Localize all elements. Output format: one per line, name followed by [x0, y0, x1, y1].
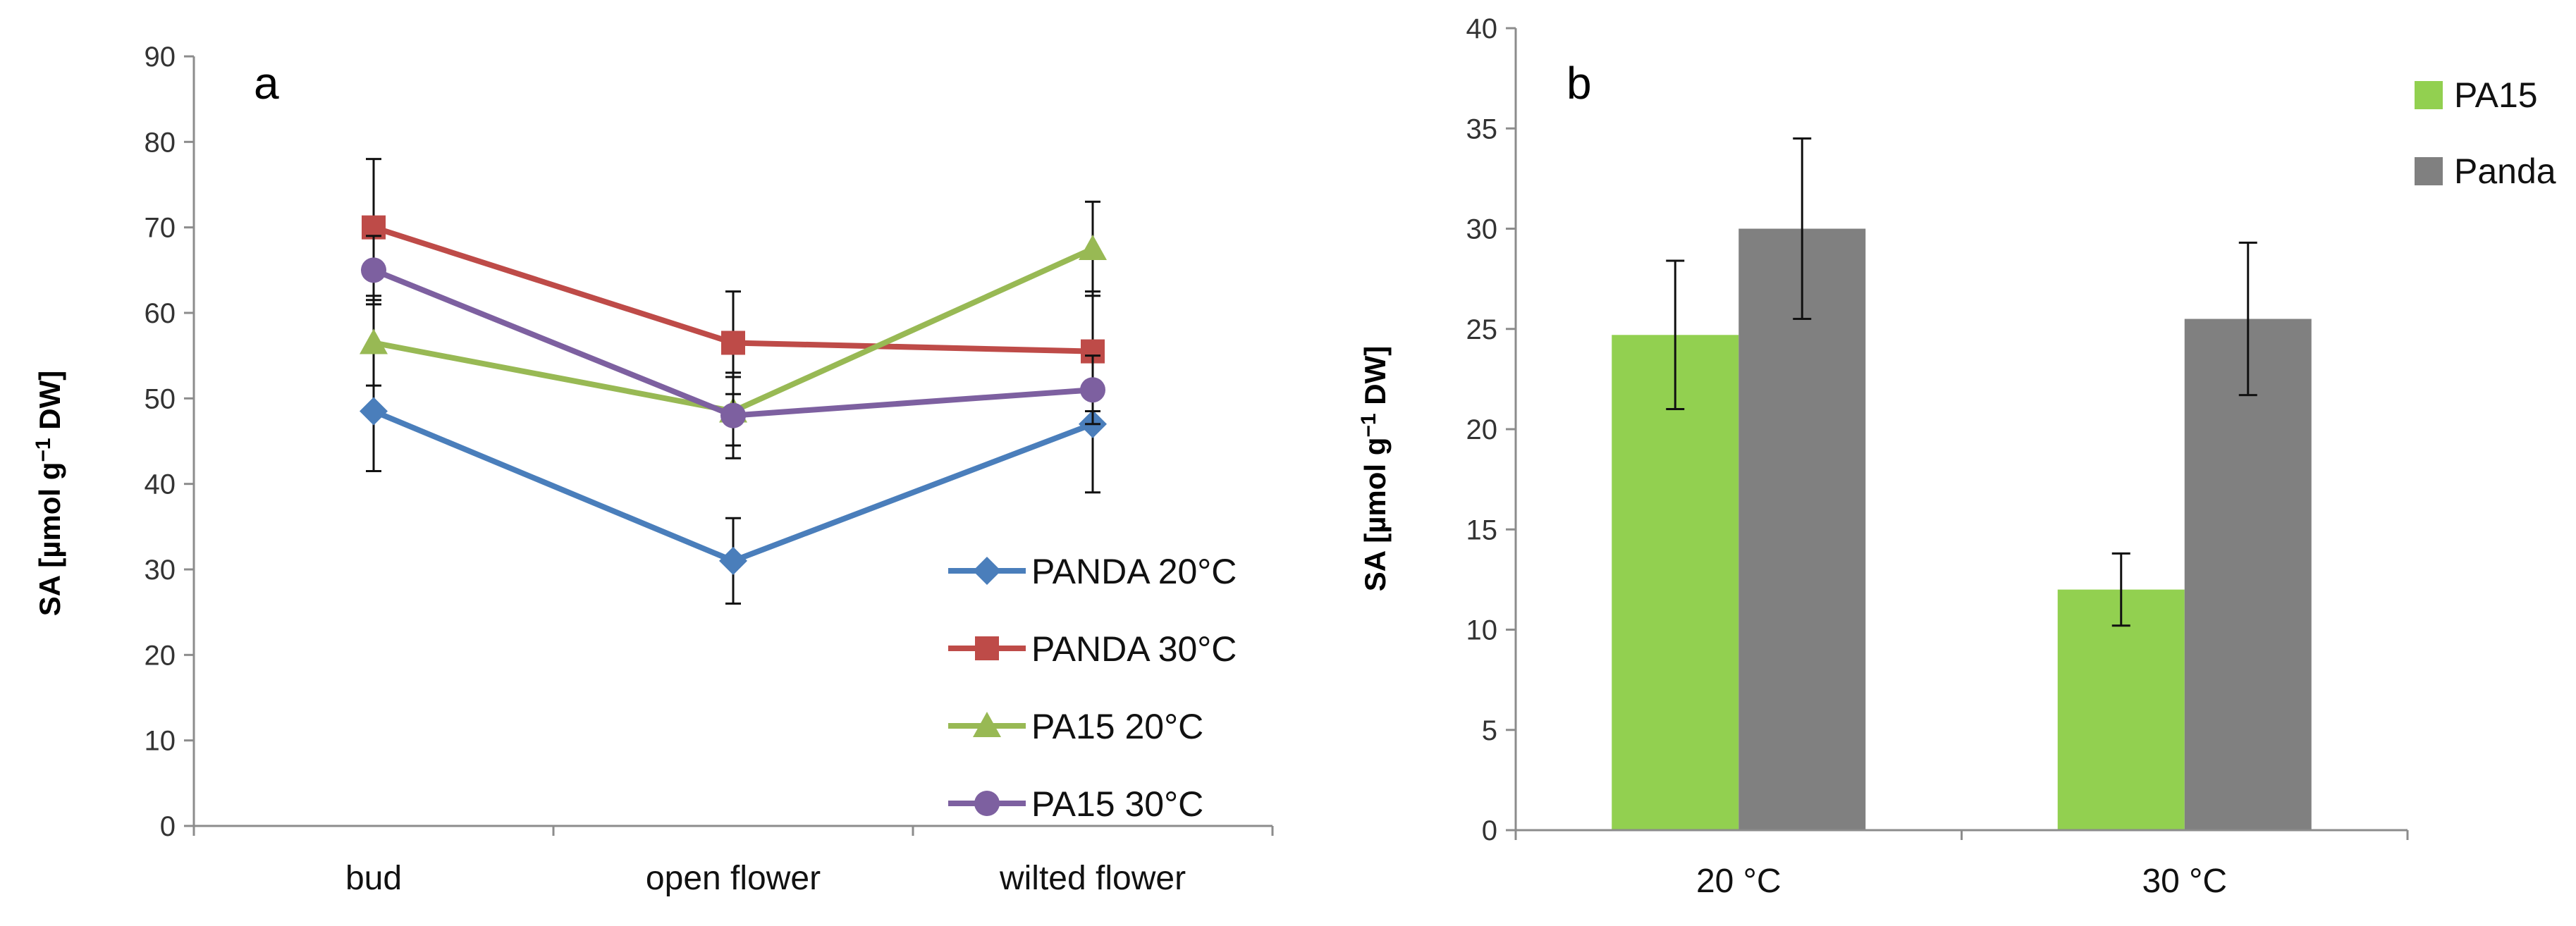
data-point [1079, 235, 1107, 260]
panel-a-label: a [254, 58, 279, 109]
y-tick-label: 0 [160, 811, 176, 842]
legend-item: Panda [2415, 152, 2556, 191]
legend-marker [973, 557, 1001, 585]
x-category-label: bud [345, 860, 402, 897]
legend-item: PANDA 20°C [948, 552, 1237, 591]
legend-marker [975, 636, 999, 660]
y-tick-label: 20 [1466, 414, 1498, 445]
panel-a-legend: PANDA 20°C PANDA 30°C PA15 20°C PA15 30°C [948, 552, 1237, 824]
data-point [720, 402, 746, 428]
x-category-label: wilted flower [999, 860, 1186, 897]
legend-item: PA15 30°C [948, 784, 1203, 824]
bar-panda [1738, 228, 1866, 830]
y-tick-label: 80 [145, 127, 176, 158]
legend-marker [974, 791, 1000, 816]
data-point [721, 331, 745, 355]
legend-label: Panda [2454, 152, 2556, 191]
data-point [1080, 377, 1105, 403]
y-tick-label: 90 [145, 42, 176, 73]
legend-item: PANDA 30°C [948, 629, 1237, 669]
legend-label: PA15 20°C [1031, 707, 1203, 746]
legend-item: PA15 [2415, 75, 2538, 115]
legend-label: PA15 [2454, 75, 2538, 115]
legend-marker [973, 712, 1001, 737]
panel-a-series [360, 158, 1107, 605]
y-tick-label: 10 [145, 726, 176, 757]
x-category-label: 30 °C [2142, 863, 2227, 900]
y-tick-label: 10 [1466, 615, 1498, 646]
bar-pa15 [1612, 335, 1739, 830]
panel-b-x-axis: 20 °C 30 °C [1514, 829, 2409, 900]
legend-item: PA15 20°C [948, 707, 1203, 746]
legend-label: PANDA 20°C [1031, 552, 1237, 591]
panel-b-label: b [1566, 58, 1592, 109]
y-tick-label: 50 [145, 383, 176, 414]
legend-label: PA15 30°C [1031, 784, 1203, 824]
series-pa15-30-c [361, 235, 1105, 459]
data-point [360, 397, 388, 426]
y-tick-label: 40 [145, 469, 176, 500]
y-tick-label: 35 [1466, 113, 1498, 144]
x-category-label: 20 °C [1696, 863, 1781, 900]
y-tick-label: 40 [1466, 13, 1498, 44]
panel-b-legend: PA15 Panda [2415, 75, 2556, 191]
data-point [360, 328, 388, 354]
panel-a-y-ticks: 0 10 20 30 40 50 60 70 80 90 [145, 42, 195, 842]
y-tick-label: 70 [145, 213, 176, 244]
panel-a-line-chart: a SA [µmol g−1 DW] 0 10 20 30 40 50 60 70 80 90 b… [32, 42, 1274, 897]
panel-b-bars [1612, 137, 2312, 830]
panel-a-x-axis: bud open flower wilted flower [192, 825, 1274, 897]
y-tick-label: 60 [145, 298, 176, 329]
x-category-label: open flower [646, 860, 821, 897]
y-tick-label: 15 [1466, 514, 1498, 545]
panel-b-bar-chart: b SA [µmol g−1 DW] 0 5 10 15 20 25 30 35 40 20 °… [1357, 13, 2556, 900]
data-point [361, 257, 386, 283]
bar-pa15 [2057, 589, 2185, 830]
panel-b-y-ticks: 0 5 10 15 20 25 30 35 40 [1466, 13, 1517, 846]
y-tick-label: 30 [1466, 214, 1498, 245]
legend-label: PANDA 30°C [1031, 629, 1237, 669]
y-tick-label: 20 [145, 640, 176, 671]
legend-swatch [2415, 157, 2443, 185]
y-tick-label: 30 [145, 555, 176, 586]
y-tick-label: 5 [1482, 715, 1497, 746]
legend-swatch [2415, 81, 2443, 109]
panel-a-y-axis-label: SA [µmol g−1 DW] [32, 371, 66, 617]
y-tick-label: 0 [1482, 815, 1497, 846]
bar-panda [2184, 319, 2312, 830]
y-tick-label: 25 [1466, 314, 1498, 345]
panel-b-y-axis-label: SA [µmol g−1 DW] [1357, 346, 1392, 592]
data-point [719, 546, 747, 575]
